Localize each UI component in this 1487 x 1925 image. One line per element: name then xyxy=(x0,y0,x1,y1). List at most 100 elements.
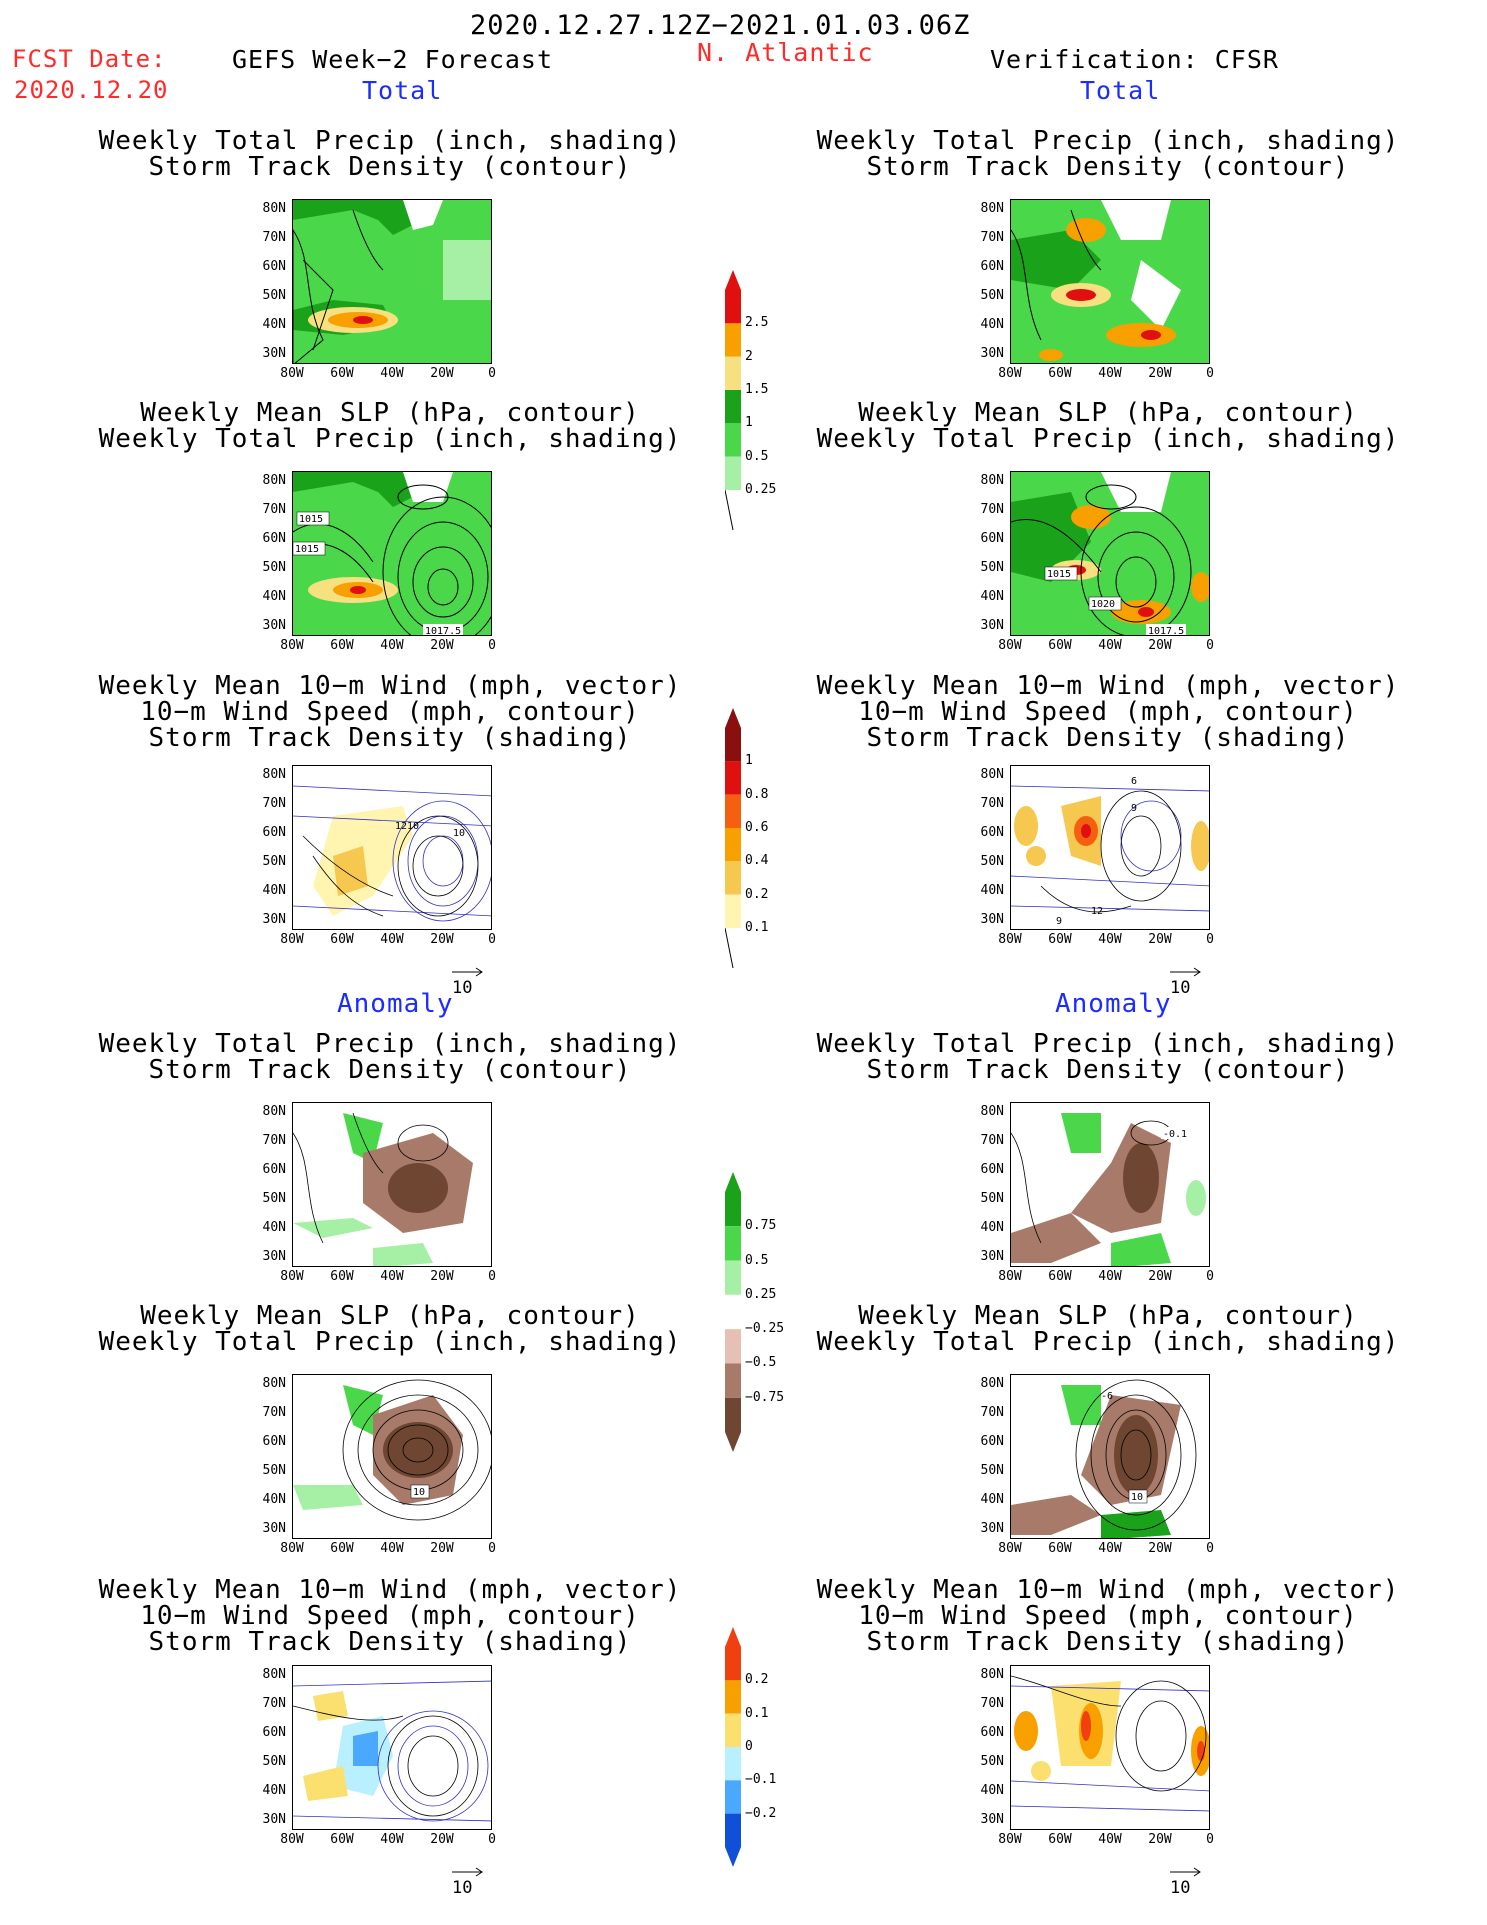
lat-tick-label: 30N xyxy=(980,1812,1004,1827)
lon-tick-label: 0 xyxy=(1206,638,1214,653)
colorbar-swatch xyxy=(725,390,741,424)
map-fcst-wind-track: 12 10 10 xyxy=(292,765,492,930)
lat-tick-label: 30N xyxy=(262,618,286,633)
cfsr-wind-label-12: 12 xyxy=(1091,906,1103,917)
lon-tick-label: 20W xyxy=(1148,1832,1172,1847)
lon-tick-label: 40W xyxy=(1098,1269,1122,1284)
lat-tick-label: 70N xyxy=(262,1133,286,1148)
lon-tick-label: 80W xyxy=(280,366,304,381)
lat-tick-label: 50N xyxy=(980,1754,1004,1769)
colorbar-swatch xyxy=(725,1363,741,1398)
lat-tick-label: 70N xyxy=(980,230,1004,245)
lon-tick-label: 80W xyxy=(998,638,1022,653)
verification-title: Verification: CFSR xyxy=(990,45,1279,74)
lat-tick-label: 40N xyxy=(980,1220,1004,1235)
lon-tick-label: 20W xyxy=(1148,1541,1172,1556)
colorbar-swatch xyxy=(725,1813,741,1867)
lon-tick-label: 20W xyxy=(430,1269,454,1284)
total-label-right: Total xyxy=(1080,76,1161,105)
colorbar-precip-total: 2.5 2 1.5 1 0.5 0.25 xyxy=(724,270,776,554)
colorbar-swatch xyxy=(725,1294,741,1330)
lon-tick-label: 60W xyxy=(330,1541,354,1556)
lat-tick-label: 40N xyxy=(980,1492,1004,1507)
lat-tick-label: 40N xyxy=(980,883,1004,898)
lat-tick-label: 60N xyxy=(980,531,1004,546)
colorbar-swatch xyxy=(725,423,741,457)
slp-label-1015a: 1015 xyxy=(299,514,323,525)
anom-slp-label-10: 10 xyxy=(413,1487,425,1498)
colorbar-swatch xyxy=(725,1680,741,1714)
colorbar-swatch xyxy=(725,1397,741,1452)
lon-tick-label: 40W xyxy=(380,1541,404,1556)
lon-tick-label: 60W xyxy=(330,932,354,947)
colorbar-label: −0.2 xyxy=(745,1805,777,1821)
lon-tick-label: 80W xyxy=(998,1832,1022,1847)
lon-tick-label: 80W xyxy=(998,932,1022,947)
lon-tick-label: 80W xyxy=(280,1541,304,1556)
lat-tick-label: 60N xyxy=(262,259,286,274)
arrow-icon xyxy=(452,1867,483,1877)
colorbar-label: 0.5 xyxy=(745,1252,769,1268)
lon-tick-label: 40W xyxy=(380,932,404,947)
lon-tick-label: 60W xyxy=(1048,932,1072,947)
lon-tick-label: 20W xyxy=(430,1541,454,1556)
lat-tick-label: 70N xyxy=(980,796,1004,811)
map-fcst-slp-precip: 1015 1015 1017.5 xyxy=(292,471,492,636)
lon-tick-label: 60W xyxy=(330,366,354,381)
lon-tick-label: 0 xyxy=(488,932,496,947)
lat-tick-label: 50N xyxy=(980,854,1004,869)
lon-tick-label: 40W xyxy=(1098,638,1122,653)
title-cfsr-precip-track: Weekly Total Precip (inch, shading) Storm… xyxy=(816,126,1400,182)
title-fcst-anom-wind-track: Weekly Mean 10−m Wind (mph, vector) 10−m … xyxy=(98,1575,682,1657)
lat-tick-label: 50N xyxy=(262,1191,286,1206)
colorbar-swatch xyxy=(725,270,741,324)
arrow-icon xyxy=(1170,967,1201,977)
lat-tick-label: 80N xyxy=(262,767,286,782)
lon-tick-label: 80W xyxy=(280,1269,304,1284)
lat-tick-label: 80N xyxy=(262,1667,286,1682)
lat-tick-label: 40N xyxy=(262,883,286,898)
colorbar-swatch xyxy=(725,828,741,862)
lon-tick-label: 60W xyxy=(1048,1269,1072,1284)
anomaly-label-right: Anomaly xyxy=(1055,989,1172,1019)
colorbar-label: 1.5 xyxy=(745,382,769,397)
colorbar-precip-total-bar xyxy=(724,270,741,531)
colorbar-track-anom-bar xyxy=(725,1627,741,1867)
arrow-icon xyxy=(1170,1867,1201,1877)
colorbar-label: 0.1 xyxy=(745,920,769,935)
lon-tick-label: 20W xyxy=(1148,1269,1172,1284)
colorbar-track-total-bar xyxy=(724,708,741,969)
vector-ref-fcst-total: 10 xyxy=(452,962,486,998)
fcst-date-label: FCST Date: xyxy=(12,45,167,73)
lat-tick-label: 50N xyxy=(262,560,286,575)
lat-tick-label: 80N xyxy=(262,1376,286,1391)
colorbar-swatch xyxy=(725,708,741,762)
lon-tick-label: 60W xyxy=(1048,1832,1072,1847)
lat-tick-label: 70N xyxy=(980,1696,1004,1711)
slp-label-1015b: 1015 xyxy=(295,544,319,555)
lon-tick-label: 40W xyxy=(1098,1541,1122,1556)
lat-tick-label: 40N xyxy=(262,317,286,332)
colorbar-track-total: 1 0.8 0.6 0.4 0.2 0.1 xyxy=(724,708,768,992)
colorbar-label: 0.4 xyxy=(745,853,769,869)
colorbar-tail xyxy=(724,489,734,531)
lon-tick-label: 40W xyxy=(1098,366,1122,381)
colorbar-label: −0.1 xyxy=(745,1772,777,1788)
vector-ref-fcst-anom: 10 xyxy=(452,1862,486,1898)
lon-tick-label: 60W xyxy=(330,1832,354,1847)
lat-tick-label: 70N xyxy=(980,1405,1004,1420)
lat-tick-label: 80N xyxy=(980,1667,1004,1682)
lat-tick-label: 30N xyxy=(980,618,1004,633)
colorbar-label: −0.75 xyxy=(745,1389,785,1405)
lat-tick-label: 70N xyxy=(262,796,286,811)
colorbar-label: 0.2 xyxy=(745,886,769,902)
lat-tick-label: 30N xyxy=(980,912,1004,927)
lon-tick-label: 40W xyxy=(1098,932,1122,947)
map-cfsr-anom-slp-precip: 10 -6 xyxy=(1010,1374,1210,1539)
colorbar-label: 0.25 xyxy=(745,482,777,497)
lat-tick-label: 70N xyxy=(262,502,286,517)
colorbar-label: 1 xyxy=(745,415,753,431)
lat-tick-label: 40N xyxy=(262,1220,286,1235)
colorbar-label: 0.2 xyxy=(745,1672,769,1688)
lat-tick-label: 60N xyxy=(980,1434,1004,1449)
